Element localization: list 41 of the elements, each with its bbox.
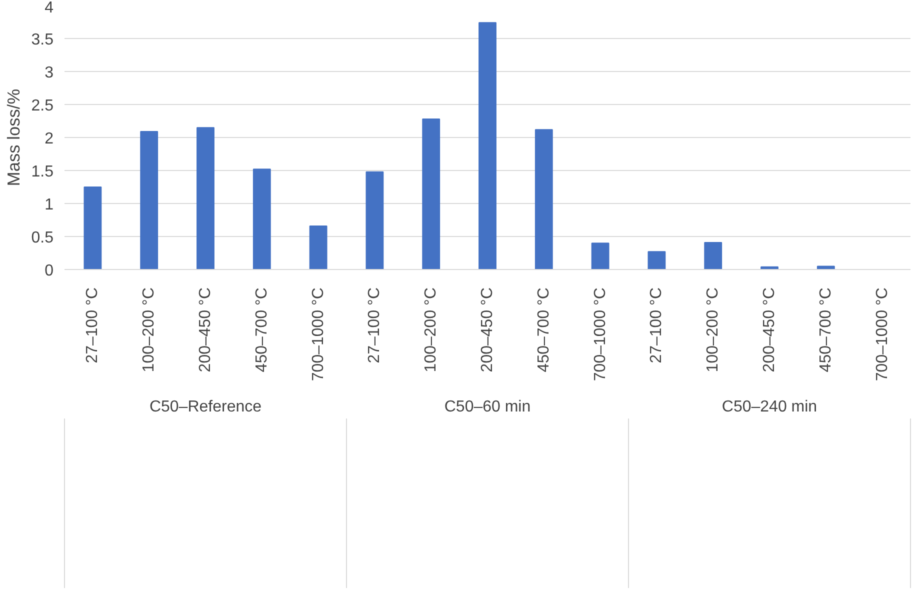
y-tick-label: 2.5: [31, 98, 54, 114]
bar: [704, 242, 722, 270]
x-tick-label: 700–1000 °C: [310, 287, 327, 382]
x-tick-label: 700–1000 °C: [592, 287, 609, 382]
x-tick-label: 450–700 °C: [817, 288, 834, 372]
x-tick-label: 200–450 °C: [197, 288, 214, 372]
y-tick-label: 3: [44, 64, 54, 82]
x-tick-label: 100–200 °C: [704, 288, 722, 372]
x-tick-label: 27–100 °C: [84, 287, 102, 364]
y-axis-title: Mass loss/%: [3, 88, 24, 186]
bar: [648, 251, 666, 270]
y-tick-label: 2: [44, 130, 54, 148]
bar: [366, 171, 384, 270]
text: C50–60 min: [444, 398, 531, 416]
x-tick-label: 200–450 °C: [761, 288, 778, 372]
y-tick-label: 4: [44, 0, 54, 16]
bar: [309, 225, 328, 270]
x-tick-label: 450–700 °C: [535, 288, 552, 372]
x-tick-label: 200–450 °C: [479, 288, 496, 372]
bar: [140, 131, 158, 270]
text: C50–240 min: [722, 398, 818, 416]
bar: [84, 186, 102, 270]
bar: [816, 266, 835, 270]
y-tick-label: 1: [44, 196, 54, 214]
bar: [252, 168, 271, 270]
bar: [591, 242, 610, 270]
x-tick-label: 27–100 °C: [648, 287, 666, 364]
bar: [196, 127, 214, 270]
x-tick-label: 100–200 °C: [422, 288, 440, 372]
bar: [534, 129, 553, 270]
x-tick-label: 27–100 °C: [366, 287, 384, 364]
x-tick-label: 100–200 °C: [140, 288, 158, 372]
bar: [422, 118, 440, 270]
bar: [478, 22, 496, 270]
x-tick-label: 450–700 °C: [253, 288, 270, 372]
y-tick-label: 3.5: [31, 32, 54, 48]
x-tick-label: 700–1000 °C: [874, 287, 891, 382]
y-tick-label: 0.5: [31, 230, 54, 246]
y-tick-label: 0: [44, 262, 54, 280]
text: C50–Reference: [149, 398, 262, 416]
y-tick-label: 1.5: [31, 164, 54, 180]
